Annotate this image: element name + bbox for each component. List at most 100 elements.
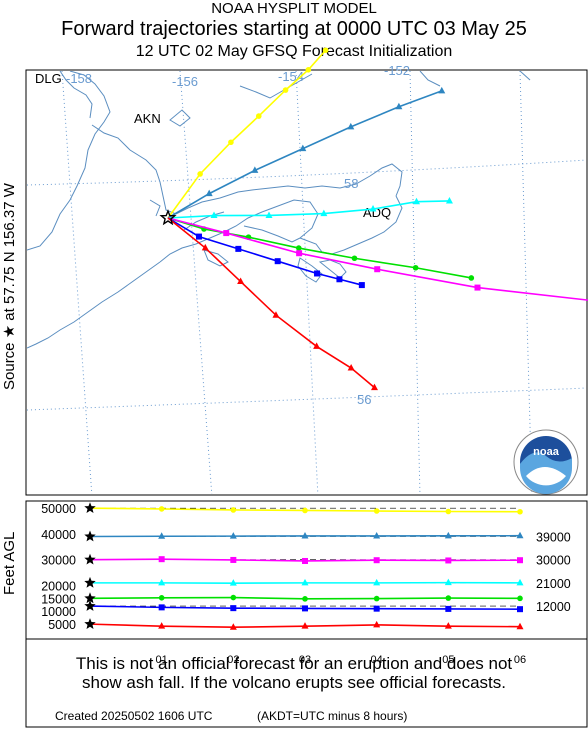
height-ylabel: Feet AGL xyxy=(1,532,18,595)
height-source-star-icon-0 xyxy=(84,502,96,513)
trajectory-point-1-1 xyxy=(205,189,213,197)
height-point-0-3 xyxy=(302,507,308,514)
height-left-tick-15000: 15000 xyxy=(41,592,76,606)
height-point-1-1 xyxy=(158,532,166,539)
created-timestamp: Created 20250502 1606 UTC xyxy=(55,709,213,723)
height-point-5-6 xyxy=(517,606,523,613)
height-point-1-6 xyxy=(516,531,524,539)
disclaimer-line-2: show ash fall. If the volcano erupts see… xyxy=(82,673,506,692)
height-point-3-3 xyxy=(302,596,308,602)
source-star-icon xyxy=(159,209,177,226)
height-point-6-6 xyxy=(516,622,524,630)
height-right-tick-39000: 39000 xyxy=(536,531,571,545)
height-left-tick-50000: 50000 xyxy=(41,502,76,516)
height-point-1-2 xyxy=(229,532,237,539)
trajectory-point-2-3 xyxy=(320,209,328,217)
disclaimer-line-1: This is not an official forecast for an … xyxy=(75,654,513,673)
height-source-star-icon-6 xyxy=(84,618,96,629)
trajectory-point-5-6 xyxy=(358,282,365,289)
height-point-3-4 xyxy=(373,595,380,602)
height-x-tick-02: 02 xyxy=(227,654,239,666)
height-x-ticks: 01 02 03 04 05 06 xyxy=(156,654,527,666)
trajectory-point-0-5 xyxy=(305,67,312,73)
lon-label-158: -158 xyxy=(66,71,92,86)
akdt-note: (AKDT=UTC minus 8 hours) xyxy=(257,709,408,723)
height-source-star-icon-3 xyxy=(84,592,96,604)
trajectory-point-2-5 xyxy=(413,197,421,205)
height-point-2-3 xyxy=(301,578,309,586)
height-point-0-5 xyxy=(445,508,452,515)
height-point-5-1 xyxy=(158,604,165,611)
coastline xyxy=(27,71,531,349)
trajectory-line-3 xyxy=(167,217,472,279)
height-point-0-4 xyxy=(373,508,380,514)
height-point-6-3 xyxy=(301,622,309,629)
place-label-akn: AKN xyxy=(134,111,161,126)
trajectory-line-6 xyxy=(167,217,376,389)
height-right-tick-12000: 12000 xyxy=(536,600,571,614)
height-point-2-4 xyxy=(373,578,381,586)
height-left-tick-5000: 5000 xyxy=(48,618,76,632)
height-point-4-4 xyxy=(373,557,380,564)
height-point-0-6 xyxy=(517,508,523,515)
height-point-3-6 xyxy=(517,595,523,602)
lon-label-156: -156 xyxy=(172,74,198,89)
height-point-1-3 xyxy=(301,531,309,539)
trajectory-point-0-1 xyxy=(197,171,203,177)
height-point-4-2 xyxy=(230,556,237,563)
trajectory-point-1-6 xyxy=(438,86,446,94)
height-series-layer xyxy=(84,502,524,630)
height-source-star-icon-4 xyxy=(84,553,96,565)
height-point-2-5 xyxy=(444,578,452,586)
trajectory-line-1 xyxy=(167,90,443,219)
trajectory-point-6-5 xyxy=(347,364,355,371)
trajectory-point-1-3 xyxy=(299,144,307,152)
trajectory-point-4-3 xyxy=(374,266,381,273)
trajectory-point-3-5 xyxy=(412,264,419,271)
trajectory-point-5-2 xyxy=(235,245,242,252)
trajectory-point-1-4 xyxy=(347,122,355,130)
noaa-logo-text: noaa xyxy=(533,446,560,458)
trajectory-point-2-2 xyxy=(265,211,273,218)
height-left-tick-40000: 40000 xyxy=(41,528,76,542)
height-point-2-2 xyxy=(229,579,237,586)
height-point-5-4 xyxy=(373,605,380,612)
trajectory-point-1-5 xyxy=(395,102,403,110)
lat-label-58: 58 xyxy=(344,176,358,191)
trajectory-point-6-4 xyxy=(313,342,321,349)
height-point-0-1 xyxy=(158,506,165,512)
height-point-6-4 xyxy=(373,620,381,628)
height-source-star-icon-1 xyxy=(84,530,96,542)
height-point-6-5 xyxy=(444,622,452,629)
height-point-1-4 xyxy=(373,531,381,539)
lon-label-152: -152 xyxy=(384,63,410,78)
footer-frame xyxy=(25,638,588,728)
chart-title: Forward trajectories starting at 0000 UT… xyxy=(61,18,527,40)
trajectory-point-5-4 xyxy=(314,270,321,277)
height-point-5-2 xyxy=(230,605,237,612)
height-point-4-5 xyxy=(445,557,452,564)
trajectory-point-5-5 xyxy=(336,276,343,283)
height-x-tick-01: 01 xyxy=(156,654,168,666)
height-point-0-2 xyxy=(230,507,237,513)
height-point-5-5 xyxy=(445,605,452,612)
trajectory-point-3-3 xyxy=(295,245,302,251)
height-point-6-2 xyxy=(229,623,237,630)
height-point-2-6 xyxy=(516,578,524,586)
trajectory-point-4-4 xyxy=(474,284,481,291)
height-point-4-1 xyxy=(158,556,165,563)
height-point-1-5 xyxy=(444,531,452,539)
noaa-logo: noaa xyxy=(513,429,579,495)
trajectory-point-1-2 xyxy=(251,166,259,173)
height-source-star-icon-2 xyxy=(84,576,96,588)
source-label: Source ★ at 57.75 N 156.37 W xyxy=(1,182,18,390)
height-source-star-icon-5 xyxy=(84,600,96,611)
height-point-3-5 xyxy=(445,595,452,601)
trajectory-point-0-3 xyxy=(255,113,262,119)
map-frame xyxy=(25,69,588,496)
graticule xyxy=(27,71,586,494)
height-left-tick-20000: 20000 xyxy=(41,579,76,593)
trajectory-point-2-1 xyxy=(210,211,218,219)
height-right-tick-21000: 21000 xyxy=(536,577,571,591)
